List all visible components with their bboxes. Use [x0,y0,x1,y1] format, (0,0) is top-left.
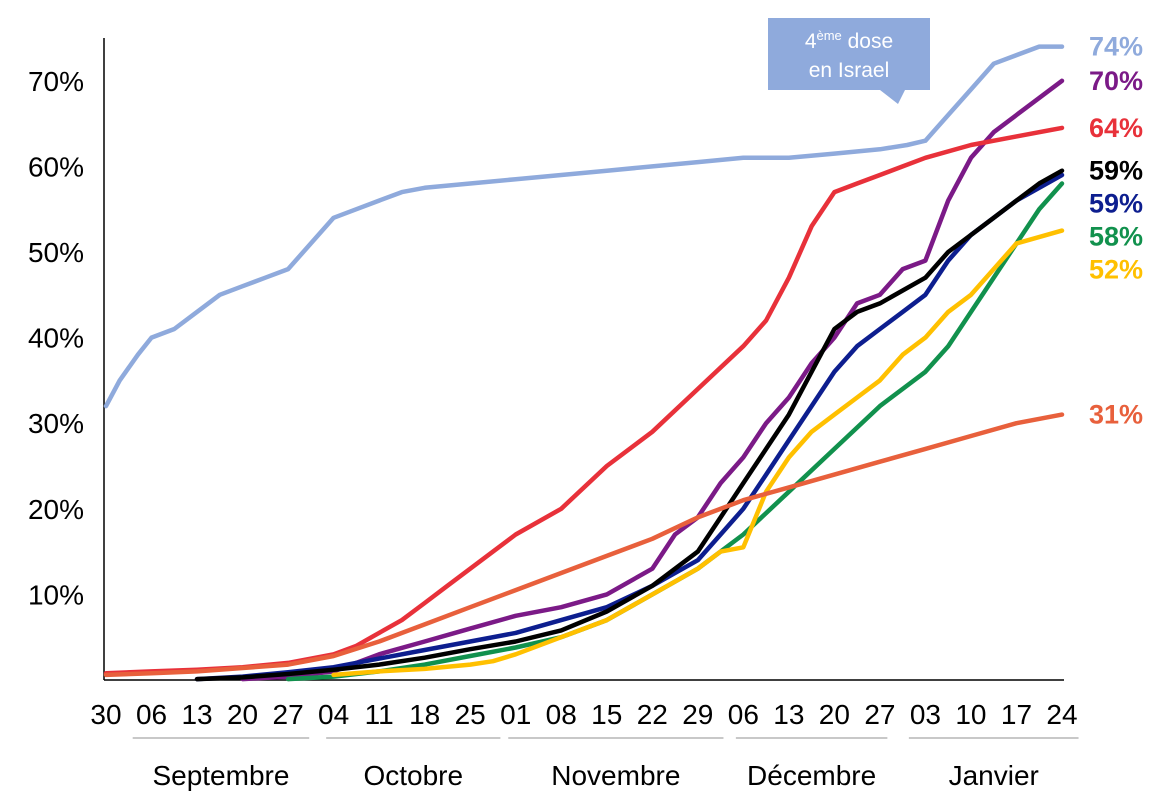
x-tick-label: 06 [136,699,167,730]
y-tick-label: 60% [28,151,84,182]
series-end-label: 64% [1089,113,1143,143]
series-line [194,168,1065,682]
callout-line1: 4ème dose [805,28,893,53]
x-tick-label: 13 [181,699,212,730]
end-labels: 74%70%64%59%59%58%52%31% [1089,32,1143,430]
series-line [194,172,1065,682]
series-end-label: 59% [1089,156,1143,186]
x-tick-label: 10 [955,699,986,730]
x-tick-label: 25 [455,699,486,730]
series-end-label: 58% [1089,222,1143,252]
series-end-label: 31% [1089,400,1143,430]
series-end-label: 74% [1089,32,1143,62]
y-tick-labels: 10% 20% 30% 40% 50% 60% 70% [28,66,84,611]
series-line [331,228,1065,678]
x-tick-label: 27 [864,699,895,730]
callout: 4ème dose en Israel [768,18,930,104]
y-tick-label: 70% [28,66,84,97]
x-tick-label: 04 [318,699,349,730]
x-tick-label: 17 [1001,699,1032,730]
y-tick-label: 50% [28,237,84,268]
x-tick-labels: 30 06 13 20 27 04 11 18 25 01 08 15 22 29 06 13 20 27 03 10… [90,699,1077,730]
x-tick-label: 30 [90,699,121,730]
month-labels: Septembre Octobre Novembre Décembre Janvier [132,737,1079,791]
x-tick-label: 03 [910,699,941,730]
month-label: Décembre [747,760,876,791]
series-line [103,44,1065,409]
month-label: Novembre [551,760,680,791]
x-tick-label: 20 [227,699,258,730]
x-tick-label: 27 [273,699,304,730]
x-tick-label: 24 [1046,699,1077,730]
series-line [240,78,1065,682]
x-tick-label: 29 [682,699,713,730]
month-label: Septembre [152,760,289,791]
y-tick-label: 30% [28,408,84,439]
callout-box [768,18,930,104]
x-tick-label: 18 [409,699,440,730]
series-line [285,181,1065,682]
y-tick-label: 40% [28,323,84,354]
series-end-label: 70% [1089,66,1143,96]
month-label: Octobre [363,760,463,791]
x-tick-label: 20 [819,699,850,730]
x-tick-label: 08 [546,699,577,730]
x-tick-label: 01 [500,699,531,730]
callout-line2: en Israel [809,59,890,82]
month-label: Janvier [949,760,1039,791]
series-end-label: 59% [1089,189,1143,219]
x-tick-label: 11 [365,699,394,730]
series-line [103,125,1065,676]
x-tick-label: 15 [591,699,622,730]
x-tick-label: 13 [773,699,804,730]
series-lines [103,44,1065,682]
series-end-label: 52% [1089,255,1143,285]
series-line [103,412,1065,678]
y-tick-label: 20% [28,494,84,525]
x-tick-label: 06 [728,699,759,730]
x-tick-label: 22 [637,699,668,730]
y-tick-label: 10% [28,579,84,610]
